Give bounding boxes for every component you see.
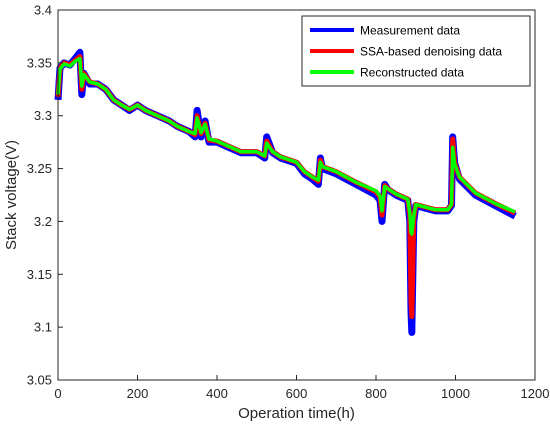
x-tick-label: 600 — [286, 386, 308, 401]
legend: Measurement data SSA-based denoising data… — [301, 15, 531, 87]
y-tick-label: 3.1 — [34, 320, 52, 335]
series-line-1 — [54, 48, 517, 336]
legend-label-2: SSA-based denoising data — [360, 45, 502, 59]
y-tick-label: 3.2 — [34, 214, 52, 229]
y-axis-title: Stack voltage(V) — [3, 140, 20, 250]
legend-label-3: Reconstructed data — [360, 66, 464, 80]
series-line-2 — [55, 54, 517, 320]
x-tick-label: 1000 — [441, 386, 470, 401]
x-tick-label: 0 — [54, 386, 61, 401]
x-tick-label: 1200 — [521, 386, 550, 401]
legend-box — [301, 15, 531, 87]
y-tick-label: 3.35 — [27, 55, 52, 70]
x-tick-label: 800 — [365, 386, 387, 401]
x-axis-title: Operation time(h) — [238, 405, 355, 422]
series-layer — [54, 48, 517, 336]
legend-entries: Measurement data SSA-based denoising data… — [310, 24, 502, 80]
y-tick-label: 3.25 — [27, 161, 52, 176]
y-tick-label: 3.4 — [34, 3, 52, 18]
y-tick-label: 3.3 — [34, 108, 52, 123]
x-tick-label: 400 — [206, 386, 228, 401]
x-tick-label: 200 — [127, 386, 149, 401]
legend-label-1: Measurement data — [360, 24, 460, 38]
y-tick-label: 3.15 — [27, 267, 52, 282]
ticks-layer: 0 200 400 600 800 1000 1200 3.05 3.1 3.15 3.2 3.25 3… — [27, 3, 550, 402]
series-line-3 — [56, 56, 516, 236]
y-tick-label: 3.05 — [27, 373, 52, 388]
